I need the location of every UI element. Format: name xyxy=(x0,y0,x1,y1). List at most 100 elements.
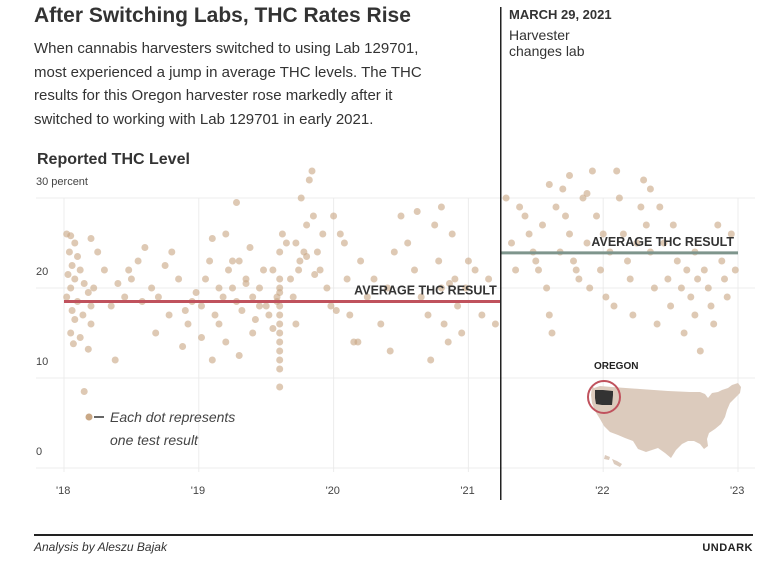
data-point xyxy=(343,275,351,283)
data-point xyxy=(694,275,702,283)
data-point xyxy=(417,293,425,301)
data-point xyxy=(222,338,230,346)
data-point xyxy=(346,311,354,319)
data-point xyxy=(677,284,685,292)
data-point xyxy=(198,302,205,310)
data-point xyxy=(700,266,708,274)
data-point xyxy=(175,275,183,283)
x-axis-ticks: '18 '19 '20 '21 '22 '23 xyxy=(56,485,744,497)
data-point xyxy=(65,248,73,256)
data-point xyxy=(462,284,470,292)
data-point xyxy=(660,239,668,247)
data-point xyxy=(327,302,335,310)
data-point xyxy=(731,266,739,274)
data-point xyxy=(276,284,284,292)
data-point xyxy=(316,266,324,274)
data-point xyxy=(249,329,257,337)
data-point xyxy=(613,167,621,175)
data-point xyxy=(260,266,267,274)
data-point xyxy=(673,257,681,265)
data-point xyxy=(276,338,284,346)
data-point xyxy=(437,284,445,292)
data-point xyxy=(570,257,577,265)
data-point xyxy=(464,257,472,265)
data-point xyxy=(491,320,499,328)
data-point xyxy=(76,266,84,274)
data-point xyxy=(269,325,277,332)
data-point xyxy=(508,239,515,247)
data-point xyxy=(478,311,486,319)
x-tick-label-1: '19 xyxy=(191,485,205,497)
data-point xyxy=(667,302,675,310)
data-point xyxy=(229,284,236,292)
data-point xyxy=(602,293,610,301)
data-point xyxy=(535,266,542,274)
data-point xyxy=(593,212,600,220)
data-point xyxy=(251,316,259,323)
data-point xyxy=(664,275,672,283)
data-point xyxy=(721,275,728,283)
data-point xyxy=(215,320,223,328)
data-point xyxy=(710,320,718,328)
y-axis-label: Reported THC Level xyxy=(37,151,190,168)
data-point xyxy=(219,293,227,301)
data-point xyxy=(363,293,371,301)
data-point xyxy=(295,266,303,274)
data-points xyxy=(63,167,739,395)
data-point xyxy=(276,311,284,319)
data-point xyxy=(311,271,319,278)
data-point xyxy=(586,284,594,292)
data-point xyxy=(424,311,432,319)
data-point xyxy=(411,266,418,274)
data-point xyxy=(559,185,567,193)
data-point xyxy=(532,257,540,265)
data-point xyxy=(357,257,365,265)
x-tick-label-2: '20 xyxy=(326,485,340,497)
data-point xyxy=(323,284,331,292)
data-point xyxy=(215,284,223,292)
data-point xyxy=(624,257,631,265)
data-point xyxy=(161,262,169,269)
data-point xyxy=(691,311,699,319)
data-point xyxy=(238,307,246,314)
data-point xyxy=(276,347,284,355)
data-point xyxy=(336,230,344,238)
data-point xyxy=(384,284,391,292)
y-tick-label-2: 20 xyxy=(36,266,48,278)
data-point xyxy=(80,388,88,395)
data-point xyxy=(179,343,187,350)
data-point xyxy=(87,302,95,310)
y-tick-label-0: 0 xyxy=(36,446,42,458)
data-point xyxy=(386,347,394,355)
data-point xyxy=(619,230,627,238)
data-point xyxy=(640,176,648,184)
data-point xyxy=(562,212,569,220)
data-point xyxy=(208,356,216,364)
data-point xyxy=(289,293,297,301)
data-point xyxy=(154,293,162,301)
data-point xyxy=(683,266,691,274)
data-point xyxy=(198,334,205,341)
data-point xyxy=(74,253,81,260)
data-point xyxy=(727,230,735,238)
data-point xyxy=(714,221,722,229)
data-point xyxy=(76,334,84,341)
data-point xyxy=(330,212,338,220)
data-point xyxy=(579,194,587,202)
data-point xyxy=(718,257,726,265)
data-point xyxy=(292,320,300,328)
oregon-inset-map: OREGON xyxy=(587,361,741,467)
us-map-shape xyxy=(591,383,741,458)
data-point xyxy=(308,167,316,175)
data-point xyxy=(575,275,583,283)
data-point xyxy=(87,320,95,328)
data-point xyxy=(309,212,317,220)
data-point xyxy=(650,284,658,292)
data-point xyxy=(249,293,257,301)
legend: Each dot represents one test result xyxy=(85,409,235,448)
data-point xyxy=(471,266,479,274)
data-point xyxy=(723,293,731,301)
data-point xyxy=(84,289,92,296)
data-point xyxy=(80,280,88,287)
data-point xyxy=(303,253,311,260)
